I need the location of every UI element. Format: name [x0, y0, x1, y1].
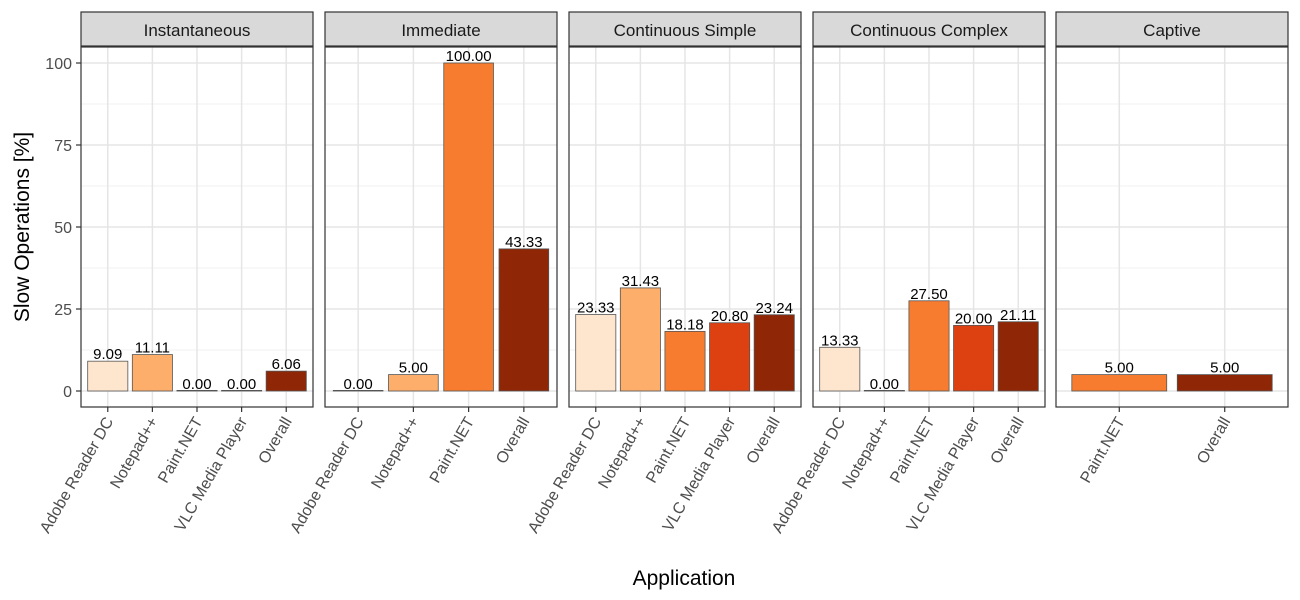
- bar-value-label: 0.00: [344, 376, 373, 393]
- bar: [131, 354, 173, 392]
- facet-panels: 9.09 11.11 0.00 0.00 6.06 Instantaneous Adobe …: [37, 11, 1289, 537]
- panel-border: [1055, 46, 1289, 408]
- x-tick-label: Paint.NET: [155, 414, 206, 486]
- y-tick-label: 0: [63, 384, 72, 401]
- bar-value-label: 20.00: [955, 310, 993, 327]
- x-tick-label: Notepad++: [840, 415, 894, 492]
- x-tick-label: Paint.NET: [427, 414, 478, 486]
- bar-value-label: 43.33: [505, 234, 543, 251]
- bar: [908, 300, 950, 392]
- bar-value-label: 100.00: [446, 48, 492, 65]
- y-axis-title: Slow Operations [%]: [11, 132, 34, 322]
- bar-value-label: 5.00: [1105, 360, 1134, 377]
- y-axis: 0 25 50 75 100: [45, 56, 81, 401]
- x-tick-label: Adobe Reader DC: [769, 415, 849, 537]
- x-tick-label: Notepad++: [596, 415, 650, 492]
- bar-value-label: 9.09: [93, 346, 122, 363]
- bar: [953, 324, 995, 392]
- bar: [753, 314, 795, 392]
- facet-strip: [80, 11, 314, 47]
- facet-panel-instantaneous: 9.09 11.11 0.00 0.00 6.06 Instantaneous Adobe …: [37, 11, 314, 537]
- facet-panel-continuous-complex: 13.33 0.00 27.50 20.00 21.11 Continuous Compl…: [769, 11, 1046, 537]
- x-tick-label: Overall: [256, 415, 296, 467]
- bar: [819, 346, 861, 392]
- bar: [863, 389, 905, 392]
- panel-border: [324, 46, 558, 408]
- bar: [265, 370, 307, 392]
- facet-strip-label: Continuous Complex: [850, 21, 1008, 40]
- x-tick-label: Overall: [1194, 415, 1234, 467]
- facet-strip-label: Captive: [1143, 21, 1201, 40]
- bar: [443, 62, 494, 392]
- facet-strip: [1055, 11, 1289, 47]
- bar: [709, 322, 751, 392]
- bar-value-label: 0.00: [227, 376, 256, 393]
- bar: [575, 314, 617, 392]
- bar-value-label: 5.00: [399, 360, 428, 377]
- bar-value-label: 21.11: [1000, 307, 1036, 324]
- y-tick-label: 25: [54, 302, 72, 319]
- x-tick-label: Overall: [744, 415, 784, 467]
- bar: [332, 389, 384, 392]
- bar-value-label: 5.00: [1210, 360, 1239, 377]
- bar: [221, 389, 263, 392]
- bar: [997, 321, 1039, 392]
- bar: [176, 389, 218, 392]
- bar: [1071, 374, 1168, 392]
- bar-value-label: 11.11: [135, 340, 170, 357]
- bar-value-label: 18.18: [666, 316, 704, 333]
- bar-value-label: 31.43: [622, 273, 660, 290]
- y-tick-label: 75: [54, 138, 72, 155]
- bar: [1176, 374, 1273, 392]
- facet-strip-label: Immediate: [401, 21, 480, 40]
- x-tick-label: Overall: [493, 415, 533, 467]
- bar-value-label: 6.06: [272, 356, 301, 373]
- facet-strip-label: Instantaneous: [144, 21, 251, 40]
- bar: [619, 287, 661, 392]
- bar: [388, 374, 439, 392]
- facet-strip: [568, 11, 802, 47]
- facet-panel-captive: 5.00 5.00 Captive Paint.NET Overall: [1055, 11, 1289, 486]
- bar-value-label: 23.33: [577, 299, 615, 316]
- x-axis-title: Application: [633, 567, 736, 590]
- x-tick-label: Overall: [988, 415, 1028, 467]
- x-tick-label: Adobe Reader DC: [288, 415, 368, 537]
- facet-strip: [812, 11, 1046, 47]
- x-tick-label: Adobe Reader DC: [525, 415, 605, 537]
- x-tick-label: Notepad++: [369, 415, 423, 492]
- y-tick-label: 100: [45, 56, 72, 73]
- y-tick-label: 50: [54, 220, 72, 237]
- facet-panel-immediate: 0.00 5.00 100.00 43.33 Immediate Adobe Reader…: [288, 11, 558, 537]
- x-tick-label: Paint.NET: [643, 414, 694, 486]
- bar: [87, 360, 129, 392]
- bar-value-label: 0.00: [870, 376, 899, 393]
- bar-value-label: 20.80: [711, 308, 749, 325]
- bar-value-label: 23.24: [755, 300, 793, 317]
- x-tick-label: Adobe Reader DC: [37, 415, 117, 537]
- x-tick-label: Notepad++: [108, 415, 162, 492]
- bar-value-label: 27.50: [910, 286, 948, 303]
- facet-panel-continuous-simple: 23.33 31.43 18.18 20.80 23.24 Continuous Simp…: [525, 11, 802, 537]
- bar: [664, 330, 706, 392]
- x-tick-label: Paint.NET: [1078, 414, 1129, 486]
- bar-value-label: 13.33: [821, 332, 859, 349]
- x-tick-label: Paint.NET: [887, 414, 938, 486]
- bar-value-label: 0.00: [182, 376, 211, 393]
- bar: [498, 248, 550, 392]
- facet-strip: [324, 11, 558, 47]
- facet-strip-label: Continuous Simple: [614, 21, 757, 40]
